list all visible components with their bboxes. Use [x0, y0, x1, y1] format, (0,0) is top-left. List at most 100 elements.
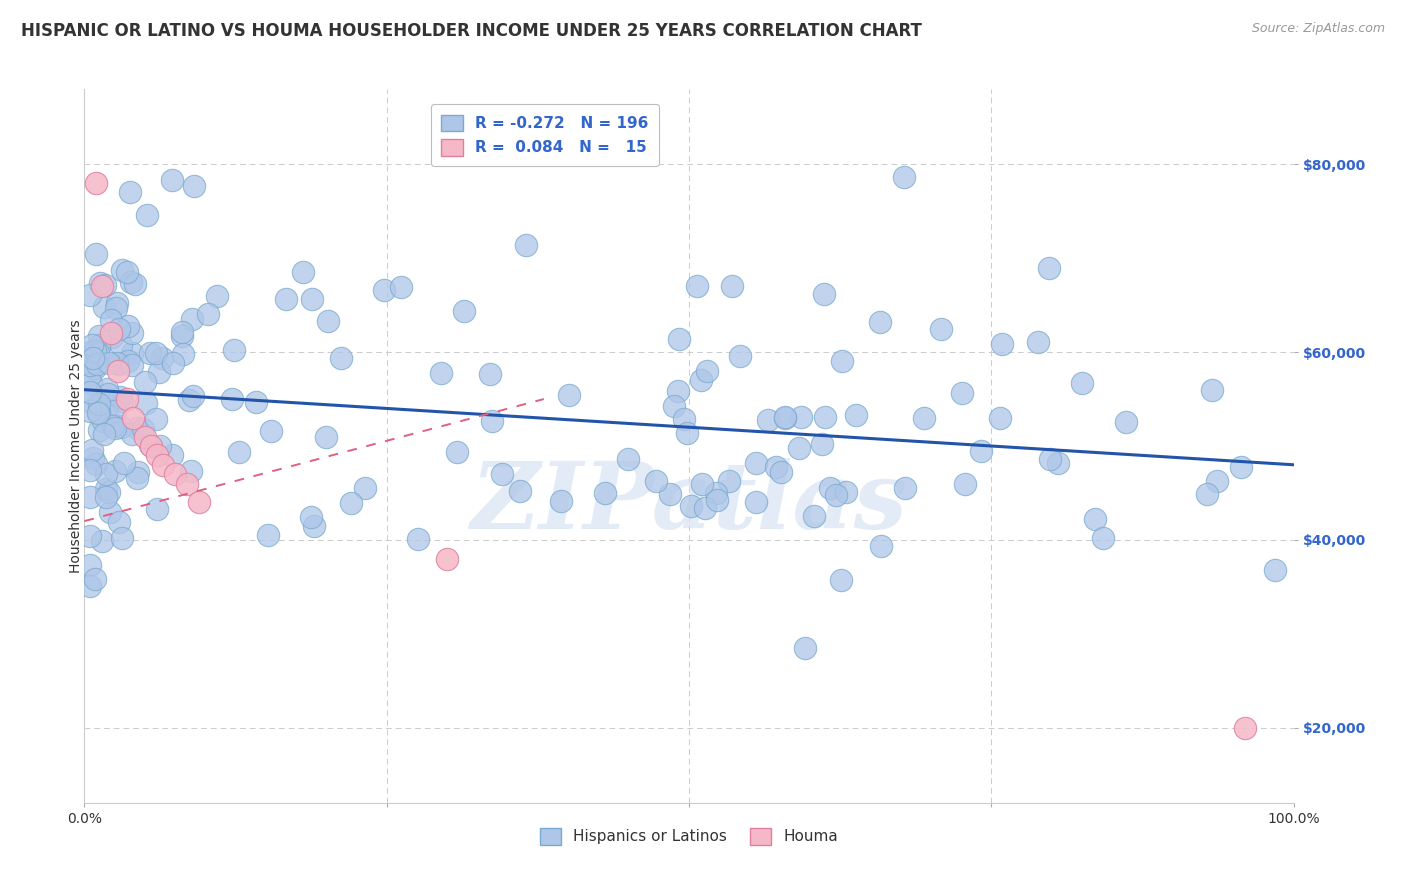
Text: Source: ZipAtlas.com: Source: ZipAtlas.com — [1251, 22, 1385, 36]
Point — [87, 406, 110, 420]
Point — [152, 458, 174, 472]
Point — [79, 491, 101, 505]
Point — [91, 414, 114, 428]
Point — [79, 384, 101, 399]
Text: HISPANIC OR LATINO VS HOUMA HOUSEHOLDER INCOME UNDER 25 YEARS CORRELATION CHART: HISPANIC OR LATINO VS HOUMA HOUSEHOLDER … — [21, 22, 922, 40]
Point — [769, 466, 792, 480]
Point — [139, 439, 162, 453]
Point — [80, 338, 103, 352]
Point — [134, 375, 156, 389]
Point — [87, 397, 110, 411]
Point — [373, 283, 395, 297]
Point — [197, 306, 219, 320]
Point — [93, 427, 115, 442]
Point — [112, 456, 135, 470]
Point — [617, 451, 640, 466]
Point — [818, 481, 841, 495]
Point — [929, 322, 952, 336]
Point — [408, 532, 430, 546]
Point — [79, 463, 101, 477]
Point — [257, 527, 280, 541]
Point — [1115, 415, 1137, 429]
Point — [82, 351, 104, 365]
Point — [176, 476, 198, 491]
Point — [813, 286, 835, 301]
Point — [686, 279, 709, 293]
Point — [453, 304, 475, 318]
Point — [745, 457, 768, 471]
Point — [183, 179, 205, 194]
Point — [692, 476, 714, 491]
Point — [991, 336, 1014, 351]
Point — [558, 388, 581, 402]
Point — [79, 393, 101, 408]
Point — [148, 365, 170, 379]
Point — [127, 471, 149, 485]
Point — [111, 263, 134, 277]
Point — [94, 467, 117, 481]
Point — [100, 326, 122, 341]
Point — [509, 483, 531, 498]
Point — [1038, 261, 1060, 276]
Point — [165, 467, 187, 482]
Point — [83, 343, 105, 358]
Point — [668, 332, 690, 346]
Point — [181, 389, 204, 403]
Point — [79, 359, 101, 373]
Point — [304, 519, 326, 533]
Point — [188, 495, 211, 509]
Point — [79, 368, 101, 382]
Point — [170, 325, 193, 339]
Point — [446, 444, 468, 458]
Point — [391, 280, 413, 294]
Point — [810, 436, 832, 450]
Point — [86, 357, 108, 371]
Point — [430, 366, 453, 380]
Point — [869, 315, 891, 329]
Point — [104, 464, 127, 478]
Point — [1197, 486, 1219, 500]
Point — [180, 464, 202, 478]
Point — [814, 409, 837, 424]
Point — [79, 558, 101, 572]
Point — [1071, 376, 1094, 390]
Point — [436, 551, 458, 566]
Point — [245, 395, 267, 409]
Point — [101, 330, 124, 344]
Point — [104, 301, 127, 315]
Point — [221, 392, 243, 407]
Point — [108, 515, 131, 529]
Point — [825, 488, 848, 502]
Point — [121, 346, 143, 360]
Point — [491, 467, 513, 481]
Point — [89, 405, 111, 419]
Point — [107, 364, 129, 378]
Point — [79, 344, 101, 359]
Point — [728, 349, 751, 363]
Point — [181, 312, 204, 326]
Point — [89, 328, 111, 343]
Point — [695, 500, 717, 515]
Point — [111, 531, 134, 545]
Point — [704, 486, 727, 500]
Point — [150, 351, 173, 365]
Point — [79, 579, 101, 593]
Point — [205, 289, 228, 303]
Point — [1039, 451, 1062, 466]
Point — [121, 358, 143, 372]
Point — [97, 387, 120, 401]
Point — [870, 539, 893, 553]
Point — [301, 292, 323, 306]
Point — [79, 287, 101, 301]
Legend: Hispanics or Latinos, Houma: Hispanics or Latinos, Houma — [531, 821, 846, 852]
Y-axis label: Householder Income Under 25 years: Householder Income Under 25 years — [69, 319, 83, 573]
Point — [170, 328, 193, 343]
Point — [125, 421, 148, 435]
Point — [1083, 512, 1105, 526]
Point — [315, 430, 337, 444]
Point — [105, 295, 128, 310]
Point — [100, 313, 122, 327]
Point — [662, 399, 685, 413]
Point — [107, 322, 129, 336]
Point — [91, 279, 114, 293]
